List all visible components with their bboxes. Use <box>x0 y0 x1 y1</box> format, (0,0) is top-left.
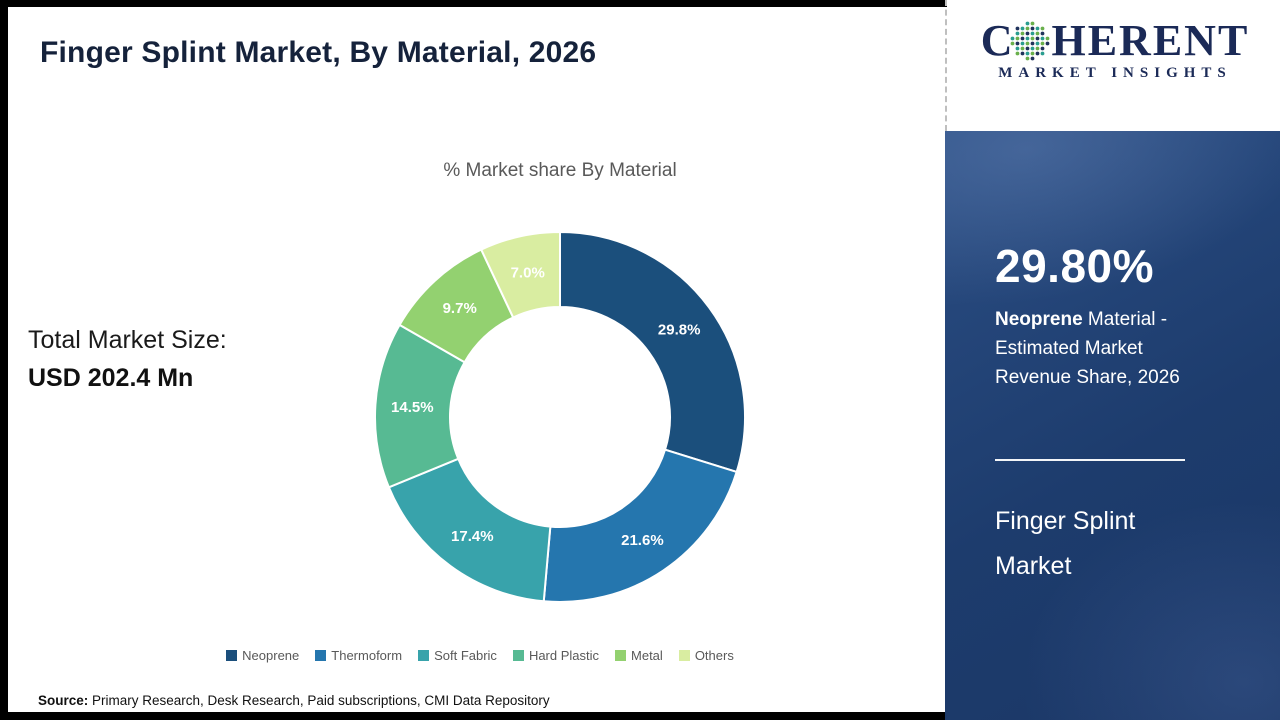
total-market-size-label: Total Market Size: <box>28 326 227 354</box>
legend-label: Hard Plastic <box>528 648 600 663</box>
globe-dot <box>1036 51 1040 56</box>
globe-dot <box>1031 26 1035 31</box>
globe-dot <box>1041 31 1045 36</box>
legend-swatch <box>226 650 238 661</box>
globe-dot <box>1026 26 1030 31</box>
legend-item-soft-fabric: Soft Fabric <box>418 648 497 663</box>
frame-top-bar <box>0 0 947 7</box>
globe-dot <box>1021 51 1025 56</box>
globe-dot <box>1031 41 1035 46</box>
legend-item-thermoform: Thermoform <box>315 648 402 663</box>
source-text: Primary Research, Desk Research, Paid su… <box>88 693 550 708</box>
globe-dot <box>1031 51 1035 56</box>
legend-label: Neoprene <box>242 648 300 663</box>
globe-dot <box>1026 51 1030 56</box>
donut-slice-neoprene <box>559 230 746 474</box>
legend-item-others: Others <box>678 648 734 663</box>
chart-subtitle: % Market share By Material <box>443 160 677 181</box>
globe-dot <box>1031 36 1035 41</box>
legend-swatch <box>512 650 524 661</box>
globe-dot <box>1016 26 1020 31</box>
highlight-description: Neoprene Material - Estimated Market Rev… <box>995 305 1220 392</box>
globe-dot <box>1016 46 1020 51</box>
legend-swatch <box>615 650 627 661</box>
globe-dot <box>1026 21 1030 26</box>
donut-slice-others <box>479 230 561 319</box>
globe-dot <box>1046 36 1050 41</box>
frame-left-bar <box>0 0 8 720</box>
legend-item-neoprene: Neoprene <box>226 648 299 663</box>
donut-slice-thermoform <box>542 448 738 603</box>
sidebar-market-name: Finger Splint Market <box>995 507 1136 580</box>
brand-tagline: MARKET INSIGHTS <box>998 65 1232 81</box>
globe-dot <box>1011 36 1015 41</box>
legend-swatch <box>418 650 430 661</box>
globe-dot <box>1021 46 1025 51</box>
globe-dot <box>1026 46 1030 51</box>
globe-dot <box>1041 36 1045 41</box>
globe-dot <box>1036 26 1040 31</box>
slice-label-hard-plastic: 14.5% <box>391 399 434 416</box>
globe-dot <box>1021 31 1025 36</box>
highlight-sidebar: 29.80% Neoprene Material - Estimated Mar… <box>945 131 1280 720</box>
legend-label: Others <box>694 648 734 663</box>
legend-label: Thermoform <box>331 648 403 663</box>
globe-dot <box>1011 41 1015 46</box>
globe-dot <box>1016 41 1020 46</box>
globe-dot <box>1031 31 1035 36</box>
globe-dot <box>1036 31 1040 36</box>
legend-swatch <box>678 650 690 661</box>
globe-dot <box>1046 41 1050 46</box>
globe-dot <box>1026 31 1030 36</box>
globe-dot <box>1036 41 1040 46</box>
slice-label-metal: 9.7% <box>443 300 477 317</box>
slice-label-others: 7.0% <box>511 265 545 282</box>
frame-bottom-bar <box>0 712 947 720</box>
globe-dot <box>1041 46 1045 51</box>
globe-dot <box>1031 46 1035 51</box>
donut-chart-svg: 29.8% 21.6% 17.4% 14.5% 9.7% 7.0% <box>374 230 746 603</box>
globe-dot <box>1026 41 1030 46</box>
legend-item-hard-plastic: Hard Plastic <box>512 648 600 663</box>
brand-logo: C HERENT MARKET INSIGHTS <box>962 18 1268 82</box>
donut-chart: 29.8% 21.6% 17.4% 14.5% 9.7% 7.0% <box>370 227 750 607</box>
page-title: Finger Splint Market, By Material, 2026 <box>40 36 597 69</box>
globe-dot <box>1021 41 1025 46</box>
globe-dot <box>1026 56 1030 61</box>
slice-label-neoprene: 29.8% <box>658 321 701 338</box>
legend-label: Soft Fabric <box>434 648 497 663</box>
highlight-description-bold: Neoprene <box>995 309 1083 330</box>
globe-dot <box>1041 26 1045 31</box>
dashed-divider <box>945 0 947 131</box>
chart-legend: Neoprene Thermoform Soft Fabric Hard Plasti… <box>60 648 900 663</box>
globe-dot <box>1031 56 1035 61</box>
highlight-description-rest: Material - Estimated Market Revenue Shar… <box>995 309 1180 388</box>
source-note: Source: Primary Research, Desk Research,… <box>38 693 550 708</box>
brand-letter-c: C <box>980 16 1015 65</box>
total-market-size-value: USD 202.4 Mn <box>28 364 194 392</box>
source-label: Source: <box>38 693 89 708</box>
globe-dot <box>1016 31 1020 36</box>
globe-dot <box>1026 36 1030 41</box>
globe-dot <box>1016 36 1020 41</box>
globe-dot <box>1016 51 1020 56</box>
globe-dot <box>1036 46 1040 51</box>
sidebar-divider <box>995 459 1185 461</box>
legend-swatch <box>315 650 327 661</box>
brand-logo-wordmark: C HERENT <box>962 18 1268 64</box>
dotted-globe-icon <box>1011 21 1050 61</box>
brand-letters-rest: HERENT <box>1051 16 1250 65</box>
globe-dot <box>1021 36 1025 41</box>
highlight-percentage: 29.80% <box>995 240 1155 292</box>
slice-label-soft-fabric: 17.4% <box>451 528 494 545</box>
globe-dot <box>1031 21 1035 26</box>
globe-dot <box>1041 41 1045 46</box>
globe-dot <box>1041 51 1045 56</box>
globe-dot <box>1036 36 1040 41</box>
globe-dot <box>1021 26 1025 31</box>
legend-label: Metal <box>631 648 663 663</box>
legend-item-metal: Metal <box>615 648 663 663</box>
slice-label-thermoform: 21.6% <box>621 532 664 549</box>
